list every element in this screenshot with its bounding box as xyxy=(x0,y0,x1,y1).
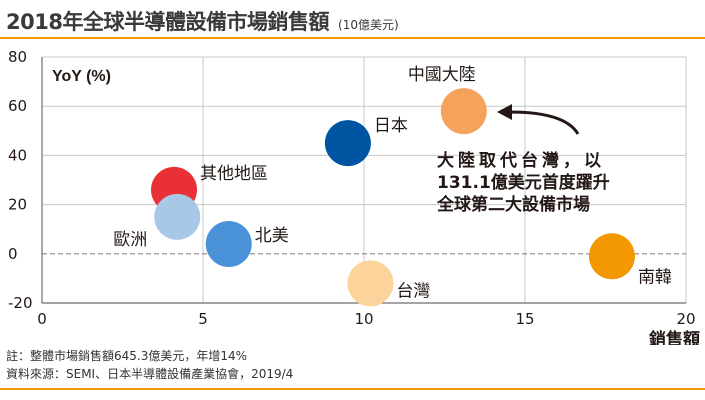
top-rule xyxy=(0,37,705,39)
source-note: 資料來源：SEMI、日本半導體設備產業協會，2019/4 xyxy=(6,367,294,381)
notes-block: 註：整體市場銷售額645.3億美元，年增14% 資料來源：SEMI、日本半導體設… xyxy=(6,347,293,383)
data-point xyxy=(588,233,635,280)
y-tick-label: 20 xyxy=(8,196,27,214)
x-tick-label: 10 xyxy=(354,310,373,328)
data-point xyxy=(347,260,394,307)
y-tick-label: 40 xyxy=(8,146,27,164)
data-point xyxy=(324,120,371,167)
data-point-label: 日本 xyxy=(374,116,408,136)
data-point-label: 其他地區 xyxy=(200,164,268,184)
data-point xyxy=(205,220,252,267)
title-block: 2018年全球半導體設備市場銷售額 (10億美元) xyxy=(6,6,399,36)
data-point xyxy=(154,193,201,240)
data-point-label: 南韓 xyxy=(638,267,672,287)
bottom-rule xyxy=(0,388,705,390)
annotation-line-3: 全球第二大設備市場 xyxy=(436,194,590,215)
footnote: 註：整體市場銷售額645.3億美元，年增14% xyxy=(6,349,248,363)
data-point-label: 中國大陸 xyxy=(408,65,476,85)
x-axis-label: 銷售額 xyxy=(649,329,700,345)
x-tick-label: 5 xyxy=(198,310,208,328)
data-point-label: 北美 xyxy=(255,226,289,246)
page-title: 2018年全球半導體設備市場銷售額 xyxy=(6,10,329,34)
x-tick-label: 15 xyxy=(515,310,534,328)
annotation-line-2: 131.1億美元首度躍升 xyxy=(437,172,610,193)
grid-layer xyxy=(42,56,687,303)
data-point xyxy=(440,88,487,135)
data-point-label: 歐洲 xyxy=(113,230,147,250)
y-tick-label: -20 xyxy=(8,294,33,312)
annotation-arrow xyxy=(497,104,580,135)
y-tick-label: 0 xyxy=(8,245,18,263)
x-tick-label: 20 xyxy=(676,310,695,328)
y-tick-label: 60 xyxy=(8,97,27,115)
data-point-label: 台灣 xyxy=(396,281,430,301)
y-axis-label: YoY (%) xyxy=(52,68,111,85)
unit-label: (10億美元) xyxy=(338,18,399,32)
y-tick-label: 80 xyxy=(8,48,27,66)
x-tick-label: 0 xyxy=(37,310,47,328)
annotation-line-1: 大陸取代台灣，以 xyxy=(437,150,605,171)
